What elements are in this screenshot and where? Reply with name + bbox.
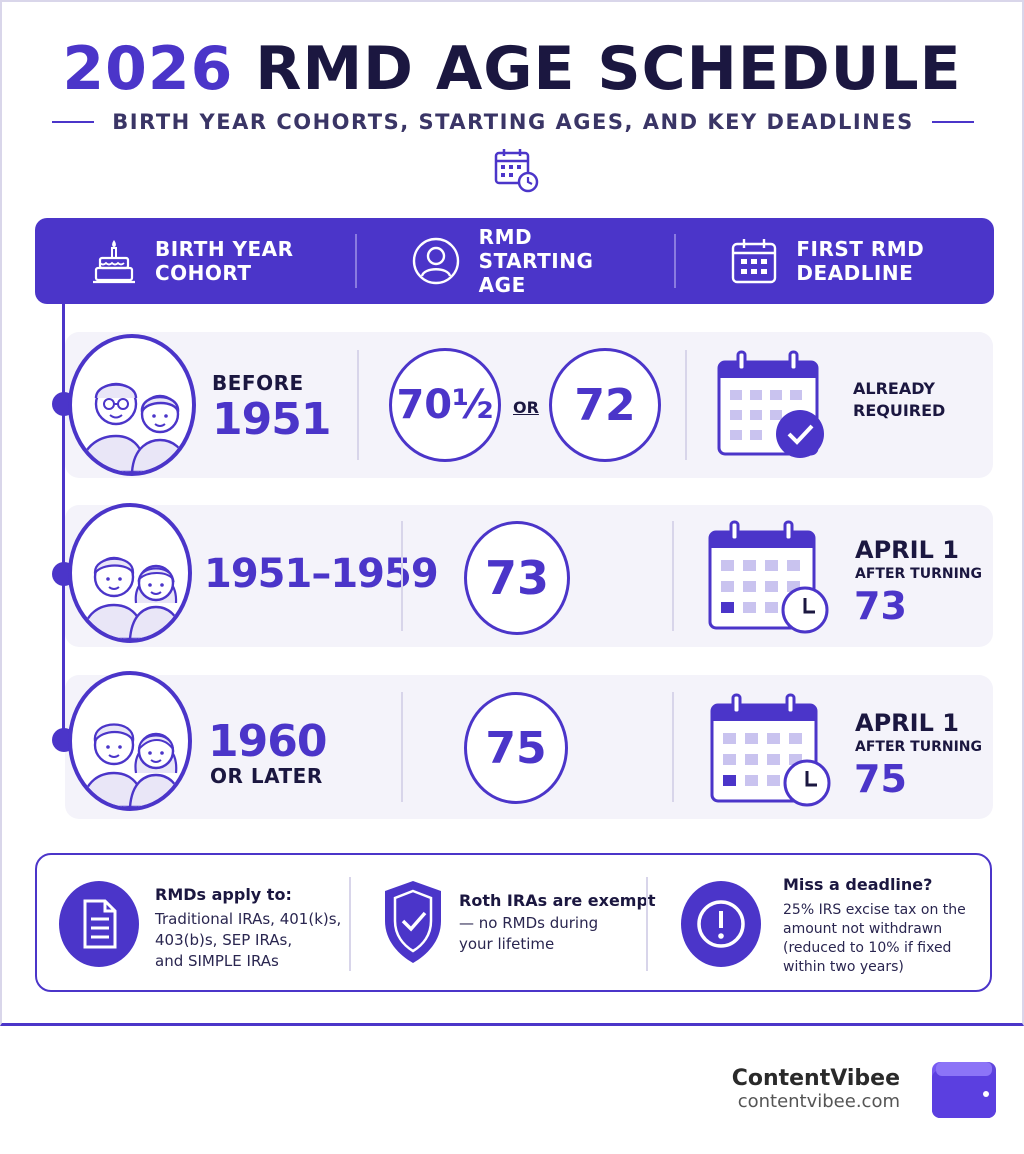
calendar-clock-icon [708, 520, 829, 634]
deadline-status: ALREADY REQUIRED [853, 378, 945, 422]
subtitle-row: BIRTH YEAR COHORTS, STARTING AGES, AND K… [52, 108, 975, 136]
deadline-age: 73 [854, 584, 907, 628]
cohort-year: 1951–1959 [204, 551, 439, 597]
note-roth-line: your lifetime [459, 935, 555, 953]
note-apply-line: and SIMPLE IRAs [155, 952, 279, 970]
exclamation-icon [697, 900, 745, 948]
document-icon [83, 899, 117, 949]
age-value-a: 70½ [396, 382, 494, 428]
cohort-year: 1951 [212, 394, 331, 445]
note-divider [646, 877, 648, 971]
deadline-age: 75 [854, 757, 907, 801]
note-roth-text: — no RMDs during your lifetime [459, 913, 598, 955]
column-birth-year-line1: BIRTH YEAR [155, 237, 294, 261]
age-value-b: 72 [574, 379, 636, 431]
subtitle-rule-right [931, 121, 975, 123]
age-circle: 73 [464, 521, 570, 635]
deadline-date: APRIL 1 [855, 709, 959, 737]
wallet-icon [932, 1062, 996, 1118]
row-divider [672, 521, 674, 631]
row-divider [401, 521, 403, 631]
note-apply-line: 403(b)s, SEP IRAs, [155, 931, 293, 949]
row-before-1951 [65, 332, 993, 478]
note-miss-text: 25% IRS excise tax on the amount not wit… [783, 901, 966, 977]
note-apply-line: Traditional IRAs, 401(k)s, [155, 910, 342, 928]
shield-check-icon [385, 881, 441, 963]
title-rest: RMD AGE SCHEDULE [233, 34, 962, 104]
column-starting-age-line1: RMD STARTING [478, 225, 594, 273]
person-icon [412, 237, 459, 285]
column-starting-age: RMD STARTING AGE [354, 218, 675, 304]
calendar-icon [732, 239, 777, 284]
brand-logo [932, 1062, 996, 1118]
deadline-status-line1: ALREADY [853, 379, 935, 398]
calendar-clock-icon [494, 149, 539, 193]
note-miss-line: (reduced to 10% if fixed [783, 940, 952, 956]
cohort-suffix: OR LATER [210, 764, 323, 788]
birthday-cake-icon [93, 240, 135, 284]
row-divider [401, 692, 403, 802]
note-miss-line: within two years) [783, 959, 904, 975]
calendar-clock-icon [710, 693, 831, 807]
brand-name: ContentVibee [731, 1066, 900, 1091]
deadline-status-line2: REQUIRED [853, 401, 946, 420]
deadline-condition: AFTER TURNING [855, 566, 982, 582]
column-starting-age-line2: AGE [478, 273, 526, 297]
timeline-line [62, 304, 65, 744]
column-deadline: FIRST RMD DEADLINE [674, 218, 994, 304]
note-miss-line: amount not withdrawn [783, 921, 943, 937]
subtitle-rule-left [52, 121, 95, 123]
younger-couple-avatar [68, 671, 192, 811]
age-circle-a: 70½ [389, 348, 501, 462]
cohort-prefix: BEFORE [212, 371, 304, 395]
note-divider [349, 877, 351, 971]
subtitle: BIRTH YEAR COHORTS, STARTING AGES, AND K… [112, 110, 914, 134]
age-circle: 75 [464, 692, 568, 804]
column-header-bar: BIRTH YEAR COHORT RMD STARTING AGE FIRST… [35, 218, 994, 304]
row-divider [357, 350, 359, 460]
brand-url[interactable]: contentvibee.com [737, 1091, 900, 1112]
notes-panel: RMDs apply to: Traditional IRAs, 401(k)s… [35, 853, 992, 992]
deadline-date: APRIL 1 [855, 536, 959, 564]
note-miss-line: 25% IRS excise tax on the [783, 902, 966, 918]
elderly-couple-icon [78, 382, 190, 472]
or-separator: OR [513, 398, 539, 417]
age-value: 73 [484, 551, 549, 605]
row-divider [672, 692, 674, 802]
column-deadline-label: FIRST RMD DEADLINE [796, 237, 966, 285]
column-birth-year: BIRTH YEAR COHORT [35, 218, 355, 304]
column-deadline-line2: DEADLINE [796, 261, 914, 285]
page-title: 2026 RMD AGE SCHEDULE [0, 34, 1024, 104]
column-deadline-line1: FIRST RMD [796, 237, 925, 261]
column-birth-year-line2: COHORT [155, 261, 252, 285]
age-value: 75 [485, 722, 547, 774]
note-apply-title: RMDs apply to: [155, 885, 292, 904]
column-starting-age-label: RMD STARTING AGE [479, 225, 649, 297]
couple-avatar [68, 503, 192, 643]
note-icon-circle [681, 881, 761, 967]
calendar-check-icon [717, 350, 824, 458]
note-icon-circle [59, 881, 139, 967]
younger-couple-icon [80, 723, 184, 807]
age-circle-b: 72 [549, 348, 661, 462]
note-roth-line: — no RMDs during [459, 914, 599, 932]
note-roth-title: Roth IRAs are exempt [459, 891, 656, 910]
couple-icon [80, 556, 184, 639]
title-year: 2026 [62, 34, 234, 104]
note-miss-title: Miss a deadline? [783, 875, 933, 894]
deadline-condition: AFTER TURNING [855, 739, 982, 755]
row-divider [685, 350, 687, 460]
cohort-year: 1960 [208, 716, 327, 767]
elderly-couple-avatar [68, 334, 196, 476]
note-apply-text: Traditional IRAs, 401(k)s, 403(b)s, SEP … [155, 909, 341, 972]
column-birth-year-label: BIRTH YEAR COHORT [155, 237, 325, 285]
